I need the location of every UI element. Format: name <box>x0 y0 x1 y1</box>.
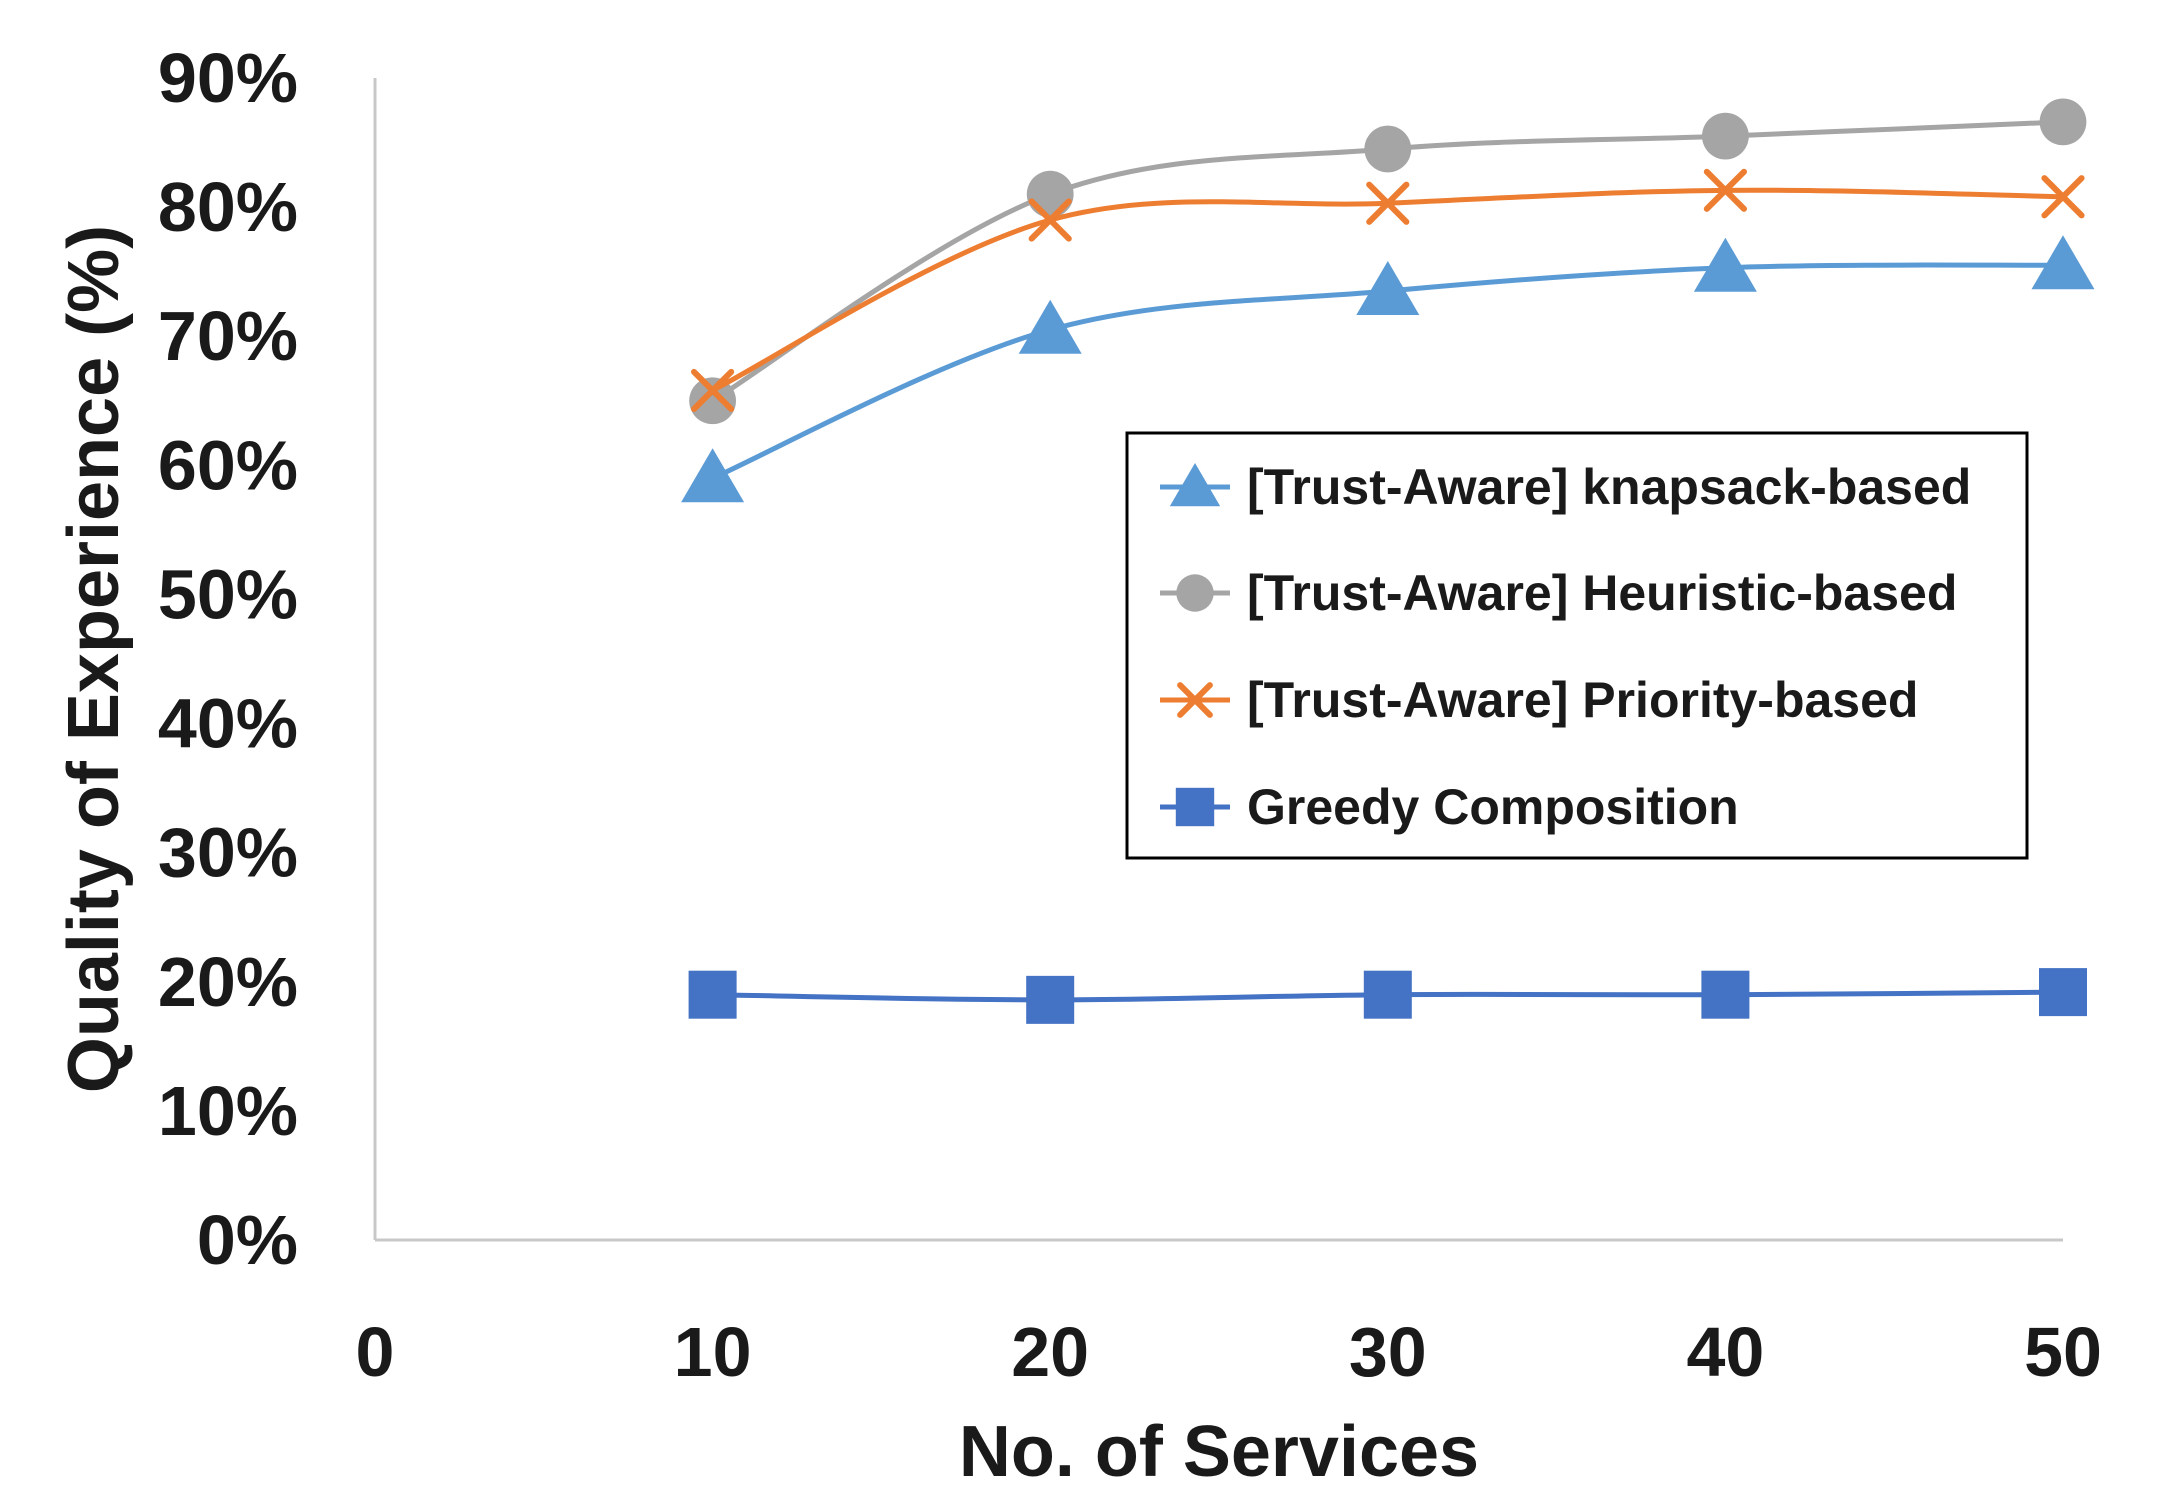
x-tick-label: 0 <box>356 1313 395 1391</box>
legend-label: [Trust-Aware] Priority-based <box>1247 672 1918 728</box>
series-x <box>691 168 2085 413</box>
data-point-triangle <box>1693 237 1757 292</box>
legend-item: [Trust-Aware] Heuristic-based <box>1160 565 1957 621</box>
x-tick-label: 10 <box>674 1313 752 1391</box>
series-square <box>688 968 2087 1024</box>
y-tick-label: 20% <box>158 943 298 1021</box>
data-point-circle <box>689 377 736 425</box>
data-point-square <box>1026 975 1075 1024</box>
data-point-x <box>691 368 735 413</box>
data-point-x <box>1366 181 1410 225</box>
legend-label: [Trust-Aware] Heuristic-based <box>1247 565 1957 621</box>
legend-box <box>1125 431 2029 860</box>
data-point-triangle <box>1018 299 1082 354</box>
y-tick-label: 70% <box>158 297 298 375</box>
legend-marker-x <box>1177 682 1213 718</box>
legend-label: Greedy Composition <box>1247 779 1739 835</box>
y-tick-label: 0% <box>197 1201 298 1279</box>
y-tick-label: 90% <box>158 39 298 117</box>
data-point-circle <box>1702 112 1749 160</box>
data-point-circle <box>1364 125 1412 173</box>
data-point-x <box>1028 198 1072 242</box>
y-tick-label: 10% <box>158 1072 298 1150</box>
legend-item: [Trust-Aware] knapsack-based <box>1160 459 1971 515</box>
data-point-square <box>688 970 737 1019</box>
legend-item: [Trust-Aware] Priority-based <box>1160 672 1918 728</box>
data-point-x <box>1703 168 1747 212</box>
data-point-x <box>2041 175 2085 219</box>
legend-marker-circle <box>1176 574 1214 612</box>
series-layer <box>681 98 2095 1024</box>
x-tick-label: 30 <box>1349 1313 1427 1391</box>
y-tick-label: 80% <box>158 168 298 246</box>
legend-label: [Trust-Aware] knapsack-based <box>1247 459 1971 515</box>
data-point-square <box>2039 968 2087 1017</box>
series-triangle <box>681 235 2095 503</box>
y-tick-label: 60% <box>158 426 298 504</box>
x-tick-label: 20 <box>1011 1313 1089 1391</box>
legend: [Trust-Aware] knapsack-based [Trust-Aware… <box>1125 431 2029 860</box>
data-point-circle <box>1026 170 1074 218</box>
x-tick-label: 40 <box>1686 1313 1764 1391</box>
plot-area <box>373 78 2063 1242</box>
y-tick-labels: 0% 10% 20% 30% 40% 50% 60% 70% 80% 90% <box>158 39 298 1279</box>
data-point-square <box>1363 970 1412 1019</box>
legend-marker-triangle <box>1169 463 1221 507</box>
legend-item: Greedy Composition <box>1160 779 1739 835</box>
data-point-triangle <box>1356 261 1420 316</box>
y-tick-label: 50% <box>158 555 298 633</box>
x-axis-title: No. of Services <box>959 1412 1479 1492</box>
x-tick-label: 50 <box>2024 1313 2102 1391</box>
data-point-square <box>1701 970 1750 1019</box>
legend-marker-square <box>1175 787 1215 827</box>
y-axis-title: Quality of Experience (%) <box>54 225 134 1093</box>
series-circle <box>689 98 2087 425</box>
data-point-triangle <box>2031 235 2095 290</box>
x-tick-labels: 0 10 20 30 40 50 <box>356 1313 2102 1391</box>
data-point-circle <box>2039 98 2087 146</box>
y-tick-label: 30% <box>158 814 298 892</box>
y-tick-label: 40% <box>158 685 298 763</box>
data-point-triangle <box>681 448 745 503</box>
